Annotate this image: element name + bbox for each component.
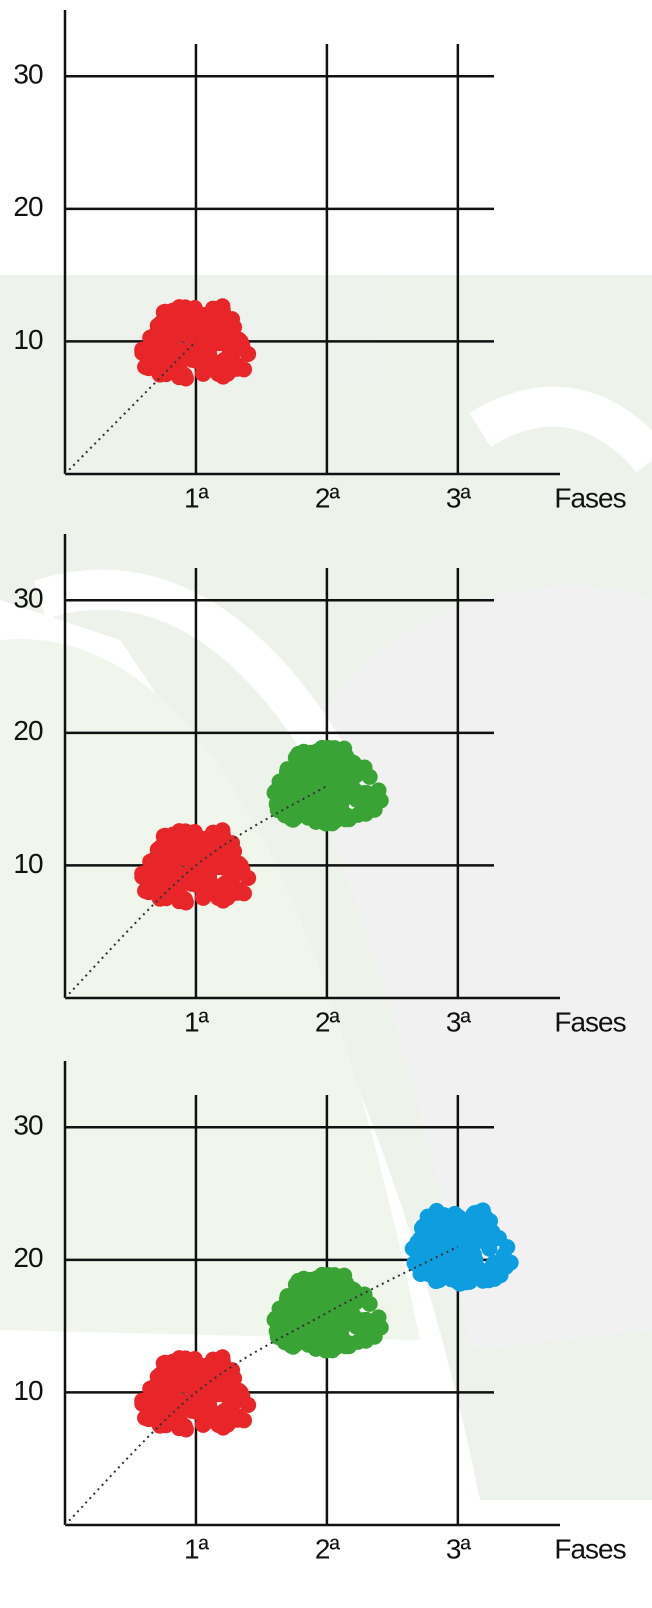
y-tick-label: 20: [13, 1242, 43, 1273]
y-tick-label: 30: [13, 583, 43, 614]
x-tick-label: 3ª: [446, 482, 472, 513]
x-axis-label: Fases: [554, 1533, 625, 1564]
y-tick-label: 10: [13, 324, 43, 355]
x-tick-label: 1ª: [184, 1533, 210, 1564]
x-tick-label: 2ª: [315, 1533, 341, 1564]
x-tick-label: 2ª: [315, 1006, 341, 1037]
figure: 10 20 30 1ª 2ª 3ª Fases 10 20 30 1ª 2ª 3ª Fases 10 20 30…: [0, 0, 652, 1608]
x-tick-label: 3ª: [446, 1006, 472, 1037]
y-tick-label: 30: [13, 1110, 43, 1141]
y-tick-label: 10: [13, 848, 43, 879]
x-axis-label: Fases: [554, 1006, 625, 1037]
x-tick-label: 3ª: [446, 1533, 472, 1564]
y-tick-label: 30: [13, 59, 43, 90]
y-tick-label: 20: [13, 191, 43, 222]
y-tick-label: 10: [13, 1375, 43, 1406]
y-tick-label: 20: [13, 715, 43, 746]
blob: [134, 1349, 256, 1437]
x-axis-label: Fases: [554, 482, 625, 513]
x-tick-label: 2ª: [315, 482, 341, 513]
x-tick-label: 1ª: [184, 1006, 210, 1037]
x-tick-label: 1ª: [184, 482, 210, 513]
